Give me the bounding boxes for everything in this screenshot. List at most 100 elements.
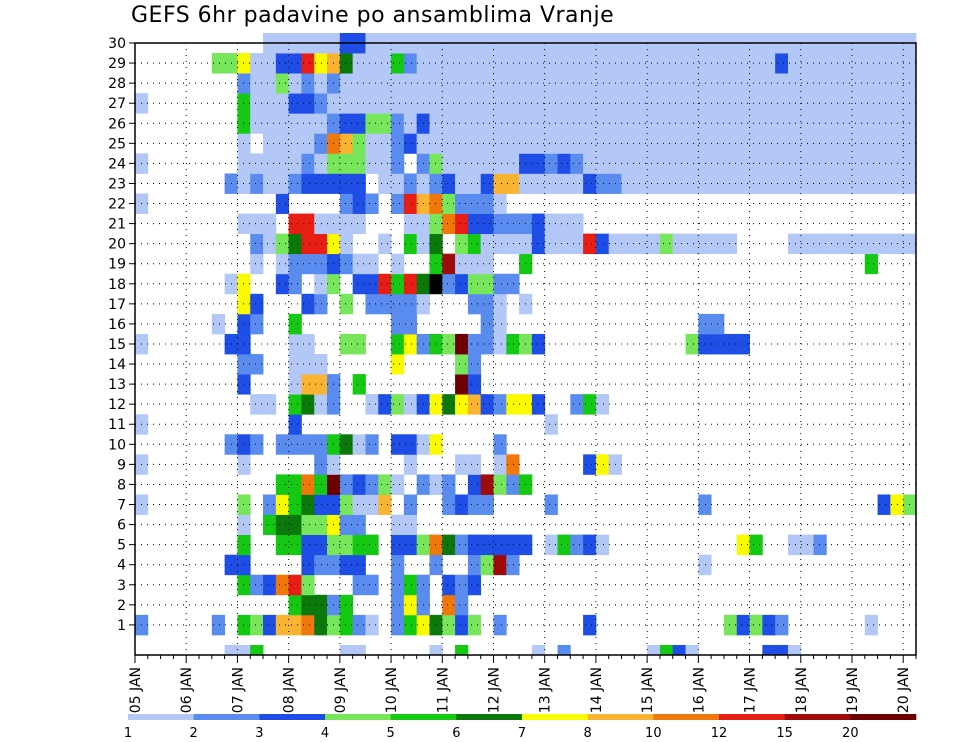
- heatmap-cell-m29-t16: [339, 53, 354, 74]
- heatmap-cell-m1-t14: [314, 614, 328, 636]
- heatmap-cell-m20-t14: [314, 233, 328, 255]
- heatmap-cell-m29-t39: [634, 53, 648, 74]
- heatmap-cell-m26-t29: [506, 113, 520, 134]
- heatmap-cell-m16-t44: [698, 313, 712, 335]
- heatmap-cell-m13-t13: [301, 374, 315, 395]
- heatmap-cell-m19-t25: [455, 253, 469, 275]
- legend-label-7: 8: [584, 726, 592, 741]
- heatmap-cell-m21-t33: [557, 213, 571, 235]
- heatmap-cell-m27-t54: [826, 93, 840, 114]
- heatmap-cell-m24-t9: [250, 153, 264, 174]
- heatmap-cell-m18-t23: [429, 273, 443, 295]
- legend-label-5: 6: [452, 726, 460, 741]
- heatmap-cell-m10-t13: [301, 434, 315, 455]
- heatmap-cell-m9-t36: [595, 454, 610, 475]
- heatmap-cell-m27-t27: [480, 93, 494, 114]
- heatmap-cell-m3-t20: [391, 574, 405, 596]
- heatmap-cell-m28-t26: [467, 73, 482, 94]
- x-tick-label-6: 11 JAN: [435, 667, 451, 713]
- heatmap-cell-m4-t16: [339, 554, 354, 576]
- heatmap-cell-m27-t41: [659, 93, 674, 114]
- heatmap-cell-m25-t58: [877, 133, 891, 154]
- heatmap-cell-m6-t12: [288, 514, 302, 536]
- heatmap-cell-m1-t50: [775, 614, 789, 636]
- heatmap-cell-m22-t23: [429, 193, 443, 214]
- heatmap-cell-m18-t27: [480, 273, 494, 295]
- heatmap-cell-m24-t11: [275, 153, 290, 174]
- heatmap-cell-m27-t53: [813, 93, 827, 114]
- heatmap-cell-m20-t35: [583, 233, 597, 255]
- heatmap-cell-m25-t32: [544, 133, 558, 154]
- heatmap-cell-m6-t8: [237, 514, 251, 536]
- y-tick-label-22: 22: [108, 197, 126, 213]
- heatmap-cell-m28-t47: [736, 73, 750, 94]
- y-tick-label-20: 20: [108, 237, 126, 253]
- heatmap-cell-m16-t28: [493, 313, 507, 335]
- heatmap-cell-m7-t17: [352, 494, 366, 515]
- heatmap-cell-m16-t12: [288, 313, 302, 335]
- heatmap-cell-m27-t40: [647, 93, 661, 114]
- heatmap-cell-m5-t8: [237, 534, 251, 556]
- heatmap-cell-m17-t26: [467, 293, 482, 315]
- heatmap-cell-m20-t27: [480, 233, 494, 255]
- heatmap-cell-m5-t25: [455, 534, 469, 556]
- x-tick-label-0: 05 JAN: [128, 667, 144, 713]
- heatmap-cell-m24-t34: [570, 153, 584, 174]
- heatmap-cell-m23-t50: [775, 173, 789, 194]
- legend-label-6: 7: [518, 726, 526, 741]
- heatmap-cell-m26-t24: [442, 113, 456, 134]
- heatmap-cell-m28-t55: [839, 73, 853, 94]
- heatmap-cell-m1-t26: [467, 614, 482, 636]
- heatmap-cell-m25-t53: [813, 133, 827, 154]
- heatmap-cell-m6-t11: [275, 514, 290, 536]
- heatmap-cell-m29-t8: [237, 53, 251, 74]
- y-tick-label-7: 7: [117, 498, 126, 514]
- heatmap-cell-m22-t24: [442, 193, 456, 214]
- heatmap-cell-m17-t27: [480, 293, 494, 315]
- heatmap-cell-m13-t17: [352, 374, 366, 395]
- x-tick-label-9: 14 JAN: [589, 667, 605, 713]
- heatmap-cell-m23-t24: [442, 173, 456, 194]
- heatmap-cell-m18-t17: [352, 273, 366, 295]
- heatmap-cell-m5-t16: [339, 534, 354, 556]
- heatmap-cell-m17-t14: [314, 293, 328, 315]
- heatmap-cell-m14-t20: [391, 354, 405, 375]
- heatmap-cell-m29-t26: [467, 53, 482, 74]
- heatmap-cell-m14-t13: [301, 354, 315, 375]
- heatmap-cell-m5-t24: [442, 534, 456, 556]
- heatmap-cell-m9-t21: [403, 454, 418, 475]
- heatmap-cell-m12-t14: [314, 394, 328, 415]
- heatmap-cell-m25-t59: [890, 133, 904, 154]
- heatmap-cell-m26-t40: [647, 113, 661, 134]
- heatmap-cell-m12-t10: [263, 394, 277, 415]
- heatmap-cell-m25-t27: [480, 133, 494, 154]
- heatmap-cell-m19-t14: [314, 253, 328, 275]
- heatmap-cell-m23-t38: [621, 173, 635, 194]
- heatmap-cell-m19-t11: [275, 253, 290, 275]
- heatmap-cell-bottom-t23: [429, 644, 443, 655]
- heatmap-cell-m27-t36: [595, 93, 610, 114]
- heatmap-cell-m29-t11: [275, 53, 290, 74]
- heatmap-cell-m26-t33: [557, 113, 571, 134]
- heatmap-cell-m26-t35: [583, 113, 597, 134]
- heatmap-cell-m26-t44: [698, 113, 712, 134]
- heatmap-cell-m24-t54: [826, 153, 840, 174]
- heatmap-cell-m3-t11: [275, 574, 290, 596]
- heatmap-cell-m5-t18: [365, 534, 379, 556]
- heatmap-cell-m26-t38: [621, 113, 635, 134]
- heatmap-cell-m21-t25: [455, 213, 469, 235]
- y-tick-label-29: 29: [108, 56, 126, 72]
- heatmap-cell-m5-t35: [583, 534, 597, 556]
- heatmap-cell-m1-t12: [288, 614, 302, 636]
- legend-swatch-9: [719, 714, 785, 720]
- heatmap-cell-m20-t21: [403, 233, 418, 255]
- heatmap-cell-m7-t8: [237, 494, 251, 515]
- heatmap-cell-m27-t29: [506, 93, 520, 114]
- heatmap-cell-m28-t42: [672, 73, 686, 94]
- heatmap-cell-m18-t25: [455, 273, 469, 295]
- heatmap-cell-bottom-t40: [647, 644, 661, 655]
- heatmap-cell-m5-t36: [595, 534, 610, 556]
- heatmap-cell-m24-t47: [736, 153, 750, 174]
- y-tick-label-2: 2: [117, 598, 126, 614]
- heatmap-cell-m20-t33: [557, 233, 571, 255]
